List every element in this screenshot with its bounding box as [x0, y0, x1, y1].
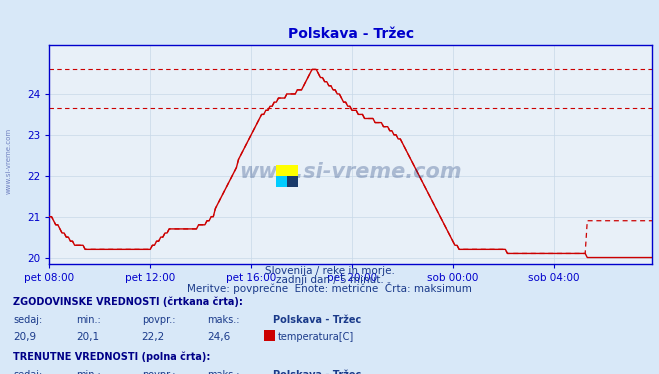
Text: 20,1: 20,1: [76, 332, 99, 341]
Text: ZGODOVINSKE VREDNOSTI (črtkana črta):: ZGODOVINSKE VREDNOSTI (črtkana črta):: [13, 296, 243, 307]
Text: 20,9: 20,9: [13, 332, 36, 341]
Text: min.:: min.:: [76, 370, 101, 374]
Text: 24,6: 24,6: [208, 332, 231, 341]
Text: Polskava - Tržec: Polskava - Tržec: [273, 370, 362, 374]
Text: maks.:: maks.:: [208, 315, 240, 325]
Text: temperatura[C]: temperatura[C]: [278, 332, 355, 341]
Bar: [275, 176, 287, 187]
Text: Polskava - Tržec: Polskava - Tržec: [273, 315, 362, 325]
Text: www.si-vreme.com: www.si-vreme.com: [240, 162, 462, 182]
Text: Meritve: povprečne  Enote: metrične  Črta: maksimum: Meritve: povprečne Enote: metrične Črta:…: [187, 282, 472, 294]
Text: 22,2: 22,2: [142, 332, 165, 341]
Text: maks.:: maks.:: [208, 370, 240, 374]
Bar: [287, 176, 299, 187]
Text: min.:: min.:: [76, 315, 101, 325]
Text: www.si-vreme.com: www.si-vreme.com: [5, 128, 11, 194]
Text: povpr.:: povpr.:: [142, 370, 175, 374]
Text: povpr.:: povpr.:: [142, 315, 175, 325]
Text: sedaj:: sedaj:: [13, 315, 42, 325]
Text: TRENUTNE VREDNOSTI (polna črta):: TRENUTNE VREDNOSTI (polna črta):: [13, 352, 211, 362]
Text: Slovenija / reke in morje.: Slovenija / reke in morje.: [264, 266, 395, 276]
Text: zadnji dan / 5 minut.: zadnji dan / 5 minut.: [275, 275, 384, 285]
Title: Polskava - Tržec: Polskava - Tržec: [288, 27, 414, 41]
Text: sedaj:: sedaj:: [13, 370, 42, 374]
Bar: [275, 165, 299, 176]
